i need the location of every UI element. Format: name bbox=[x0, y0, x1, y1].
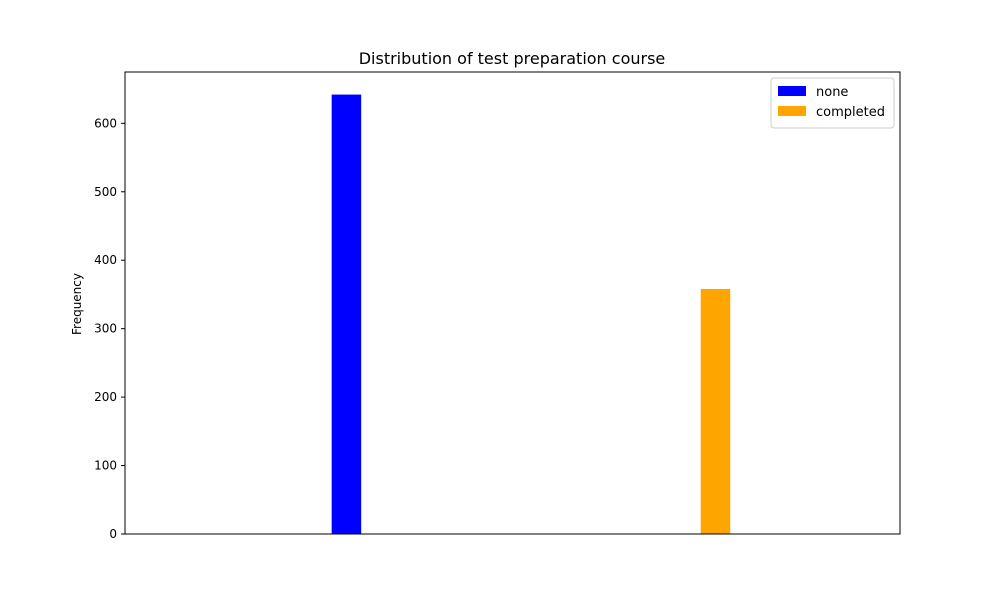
bar-none bbox=[331, 94, 362, 534]
legend: none completed bbox=[770, 77, 895, 129]
y-tick-label: 100 bbox=[94, 459, 117, 473]
plot-frame bbox=[124, 71, 901, 535]
y-tick-label: 200 bbox=[94, 390, 117, 404]
bar-completed bbox=[700, 288, 731, 534]
y-tick-label: 400 bbox=[94, 253, 117, 267]
legend-swatch-completed bbox=[778, 106, 806, 116]
y-tick-label: 600 bbox=[94, 116, 117, 130]
legend-label-completed: completed bbox=[816, 105, 885, 120]
y-tick-label: 0 bbox=[109, 527, 117, 541]
chart-title: Distribution of test preparation course bbox=[359, 49, 666, 68]
y-axis-ticks: 0 100 200 300 400 500 600 bbox=[94, 116, 125, 541]
legend-swatch-none bbox=[778, 86, 806, 96]
y-tick-label: 500 bbox=[94, 185, 117, 199]
y-axis-label: Frequency bbox=[70, 273, 84, 335]
legend-label-none: none bbox=[816, 85, 848, 100]
y-tick-label: 300 bbox=[94, 322, 117, 336]
bars bbox=[331, 94, 731, 534]
